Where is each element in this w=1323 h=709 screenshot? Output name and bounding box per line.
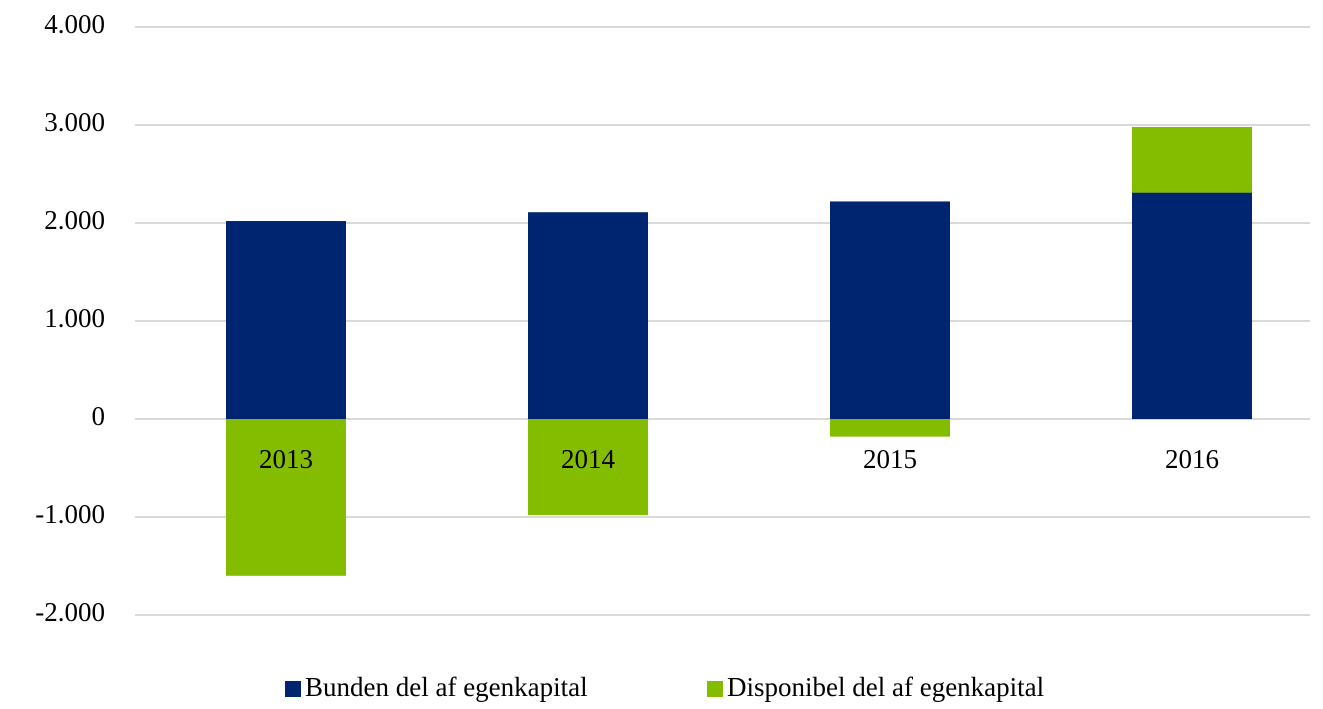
bar <box>1132 126 1252 193</box>
legend-swatch <box>285 681 301 697</box>
bar <box>528 419 648 516</box>
bar <box>226 419 346 576</box>
legend-label: Bunden del af egenkapital <box>305 672 588 702</box>
y-tick-label: 1.000 <box>44 303 105 333</box>
y-tick-label: 3.000 <box>44 107 105 137</box>
y-tick-label: -2.000 <box>35 597 105 627</box>
legend-label: Disponibel del af egenkapital <box>727 672 1044 702</box>
y-tick-label: 2.000 <box>44 205 105 235</box>
x-tick-label: 2013 <box>259 444 313 474</box>
x-tick-label: 2016 <box>1165 444 1219 474</box>
x-tick-label: 2014 <box>561 444 616 474</box>
legend-swatch <box>707 681 723 697</box>
bar <box>830 201 950 419</box>
y-tick-label: 4.000 <box>44 9 105 39</box>
bar <box>528 212 648 419</box>
bar <box>830 419 950 437</box>
x-tick-label: 2015 <box>863 444 917 474</box>
bar <box>1132 192 1252 419</box>
bar <box>226 221 346 419</box>
y-tick-label: 0 <box>92 401 106 431</box>
y-tick-label: -1.000 <box>35 499 105 529</box>
